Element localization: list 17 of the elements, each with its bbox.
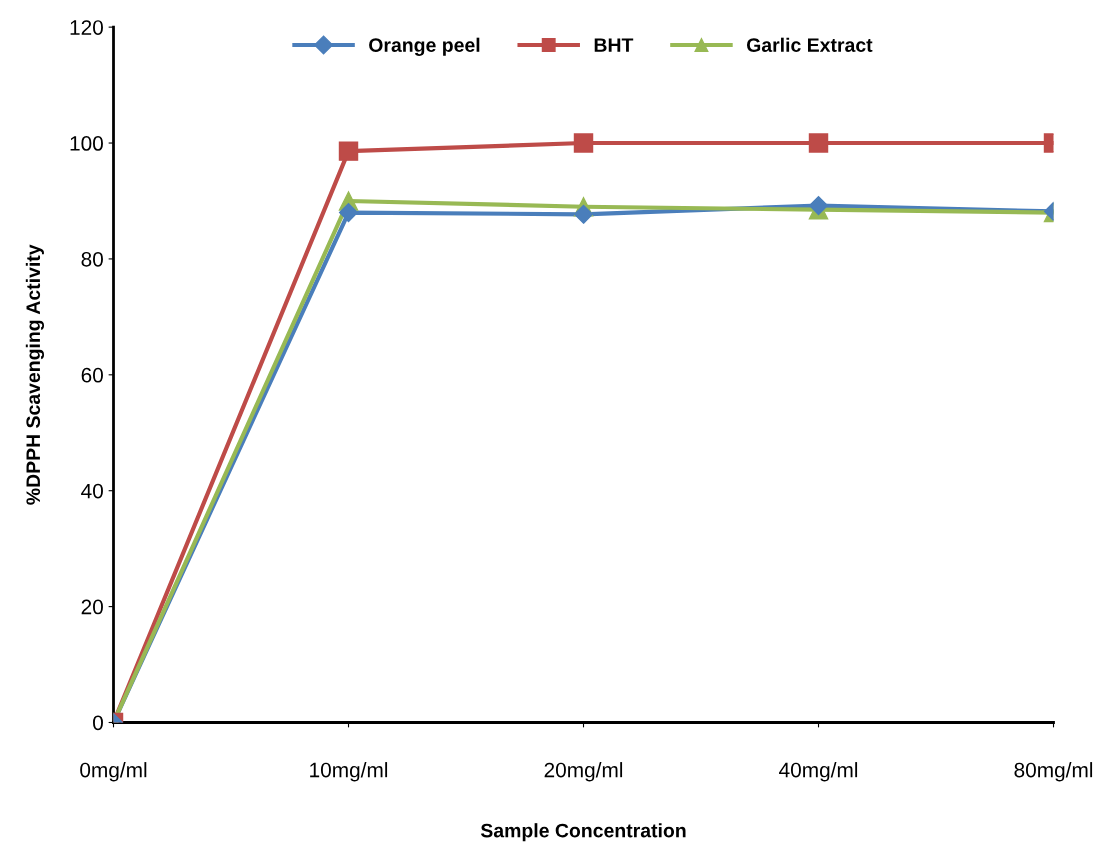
y-tick-label: 100 <box>70 136 103 151</box>
y-tick-label: 40 <box>81 483 103 499</box>
x-tick-label: 80mg/ml <box>1014 762 1093 782</box>
x-tick-label: 40mg/ml <box>779 762 858 782</box>
x-tick-label: 20mg/ml <box>544 762 623 782</box>
x-tick-label: 10mg/ml <box>310 762 388 782</box>
y-tick-label: 0 <box>93 715 103 731</box>
y-axis-title: %DPPH Scavenging Activity <box>25 244 45 505</box>
y-tick-label: 80 <box>81 251 103 267</box>
legend-label: Orange peel <box>369 37 480 56</box>
x-tick-label: 0mg/ml <box>80 762 147 782</box>
legend-label: Garlic Extract <box>746 37 873 52</box>
x-axis-title: Sample Concentration <box>480 823 686 842</box>
y-tick-label: 20 <box>81 599 103 615</box>
y-tick-label: 60 <box>81 367 103 383</box>
legend-label: BHT <box>594 38 634 52</box>
y-tick-label: 120 <box>70 20 103 35</box>
